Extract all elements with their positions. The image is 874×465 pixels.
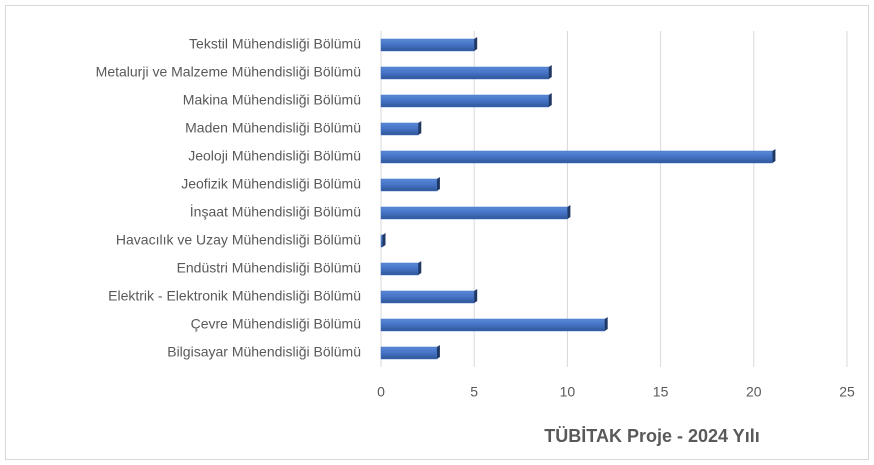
bar-side (436, 177, 440, 191)
bar-side (418, 121, 422, 135)
y-tick-label: Maden Mühendisliği Bölümü (185, 120, 361, 136)
bar-side (548, 65, 552, 79)
x-tick-label: 10 (560, 384, 576, 400)
bar (380, 94, 550, 108)
bar-side (772, 149, 776, 163)
bar (380, 66, 550, 80)
bar (380, 150, 773, 164)
bar (380, 318, 605, 332)
bar-side (474, 289, 478, 303)
bar-side (604, 317, 608, 331)
y-tick-label: Bilgisayar Mühendisliği Bölümü (167, 344, 361, 360)
x-tick-label: 15 (653, 384, 669, 400)
bar (380, 122, 419, 136)
x-tick-label: 20 (746, 384, 762, 400)
bar-side (436, 345, 440, 359)
bar-side (418, 261, 422, 275)
y-tick-label: Jeofizik Mühendisliği Bölümü (181, 176, 361, 192)
y-tick-label: Endüstri Mühendisliği Bölümü (177, 260, 361, 276)
bar (380, 206, 568, 220)
bar (380, 38, 475, 52)
bar-side (382, 233, 386, 247)
bar (380, 262, 419, 276)
x-tick-label: 5 (470, 384, 478, 400)
bar (380, 178, 438, 192)
y-tick-label: Makina Mühendisliği Bölümü (183, 92, 361, 108)
y-tick-label: Havacılık ve Uzay Mühendisliği Bölümü (116, 232, 361, 248)
y-tick-label: Tekstil Mühendisliği Bölümü (189, 36, 361, 52)
y-tick-label: İnşaat Mühendisliği Bölümü (190, 203, 361, 220)
bar (380, 234, 383, 248)
chart-frame (5, 5, 869, 460)
bar (380, 346, 438, 360)
bar-side (474, 37, 478, 51)
y-tick-label: Metalurji ve Malzeme Mühendisliği Bölümü (96, 64, 361, 80)
x-axis-title: TÜBİTAK Proje - 2024 Yılı (544, 426, 759, 446)
bar (380, 290, 475, 304)
x-tick-label: 0 (377, 384, 385, 400)
bar-side (567, 205, 571, 219)
y-tick-label: Elektrik - Elektronik Mühendisliği Bölüm… (108, 288, 361, 304)
y-tick-label: Çevre Mühendisliği Bölümü (191, 316, 361, 332)
x-tick-label: 25 (839, 384, 855, 400)
bar-side (548, 93, 552, 107)
y-tick-label: Jeoloji Mühendisliği Bölümü (188, 148, 361, 164)
